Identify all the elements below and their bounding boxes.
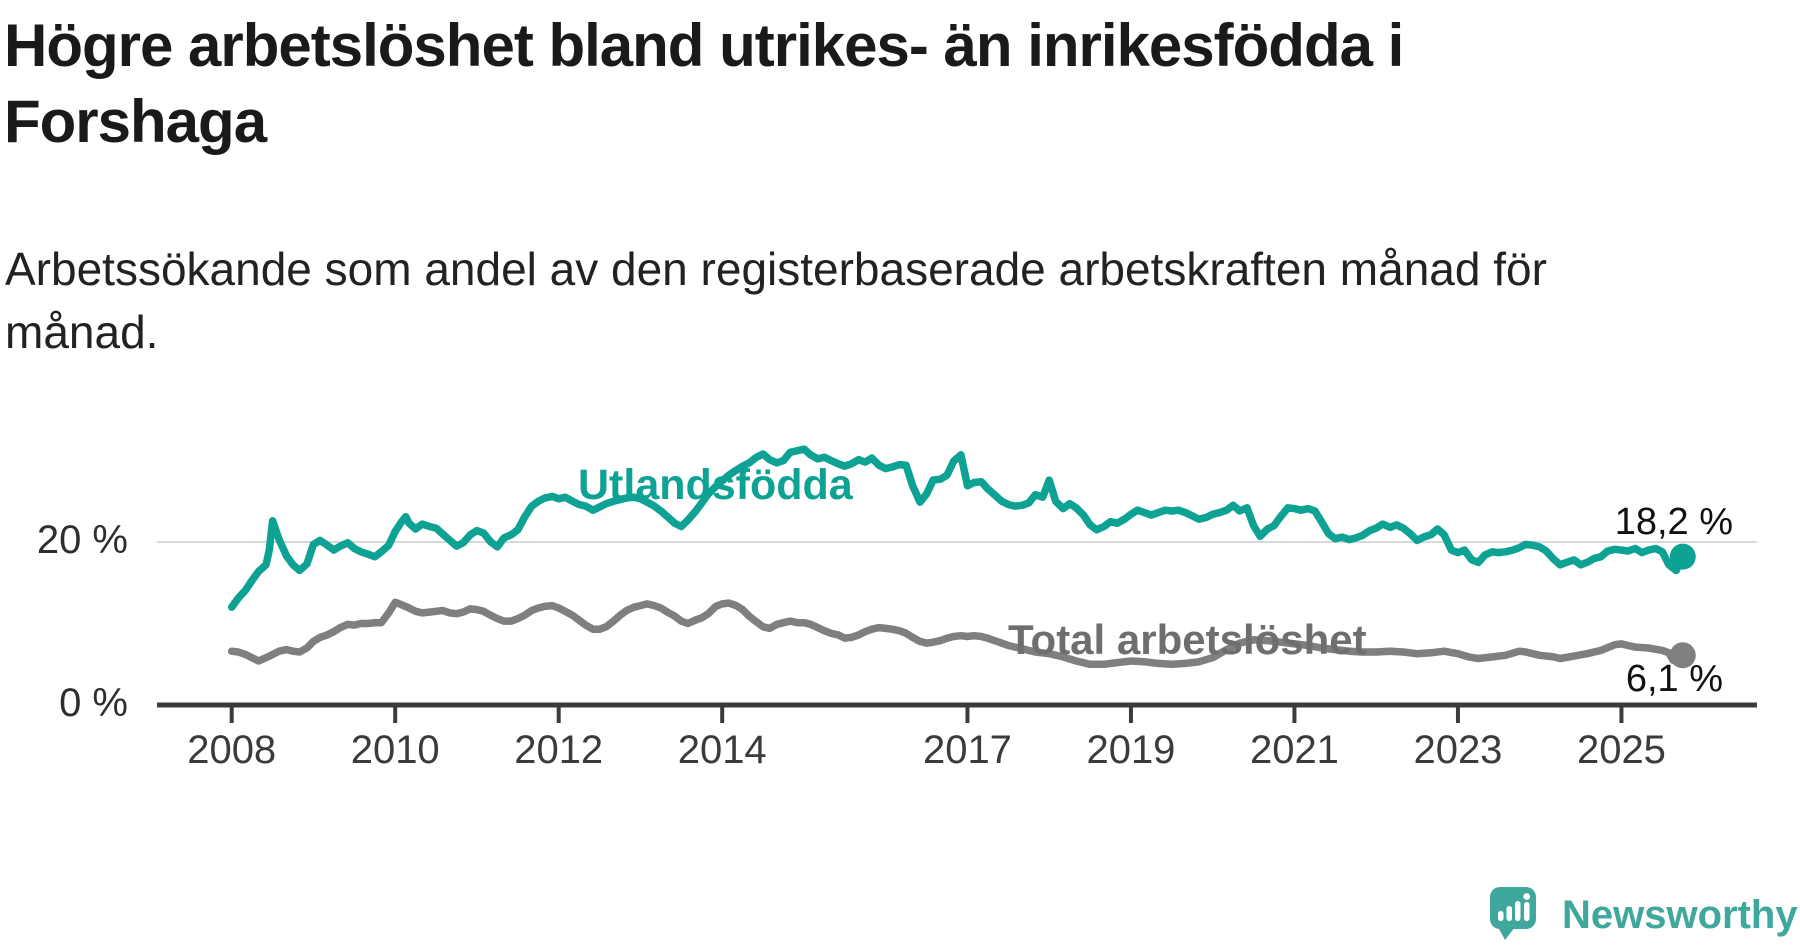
chart-subtitle: Arbetssökande som andel av den registerb… xyxy=(5,238,1725,364)
x-tick-label: 2010 xyxy=(350,728,440,772)
x-tick-label: 2008 xyxy=(187,728,277,772)
series-line-total-arbetsloshet xyxy=(227,598,1687,669)
end-value-label-total-arbetsloshet: 6,1 % xyxy=(1625,658,1723,700)
x-tick-label: 2021 xyxy=(1249,728,1339,772)
chart-subtitle-line-2: månad. xyxy=(5,306,159,358)
x-tick-label: 2017 xyxy=(922,728,1012,772)
x-tick-label: 2023 xyxy=(1413,728,1503,772)
page-title-line-1: Högre arbetslöshet bland utrikes- än inr… xyxy=(4,12,1404,79)
x-tick-label: 2012 xyxy=(514,728,604,772)
series-end-dot-total-arbetsloshet xyxy=(1669,642,1696,669)
x-tick-label: 2019 xyxy=(1086,728,1176,772)
chart-subtitle-line-1: Arbetssökande som andel av den registerb… xyxy=(5,243,1547,295)
x-tick-label: 2014 xyxy=(677,728,767,772)
newsworthy-logo-icon xyxy=(1490,887,1536,940)
series-end-dot-utlandsfodda xyxy=(1669,543,1696,570)
series-line-utlandsfodda xyxy=(227,445,1687,611)
end-value-label-utlandsfodda: 18,2 % xyxy=(1614,501,1733,543)
series-label-total-arbetsloshet: Total arbetslöshet xyxy=(1008,616,1367,663)
page-title: Högre arbetslöshet bland utrikes- än inr… xyxy=(4,8,1724,160)
brand-name: Newsworthy xyxy=(1562,893,1798,937)
y-tick-label: 0 % xyxy=(59,681,128,725)
y-tick-label: 20 % xyxy=(36,518,128,562)
x-tick-label: 2025 xyxy=(1576,728,1666,772)
series-label-utlandsfodda: Utlandsfödda xyxy=(578,461,853,509)
page-title-line-2: Forshaga xyxy=(4,88,267,155)
